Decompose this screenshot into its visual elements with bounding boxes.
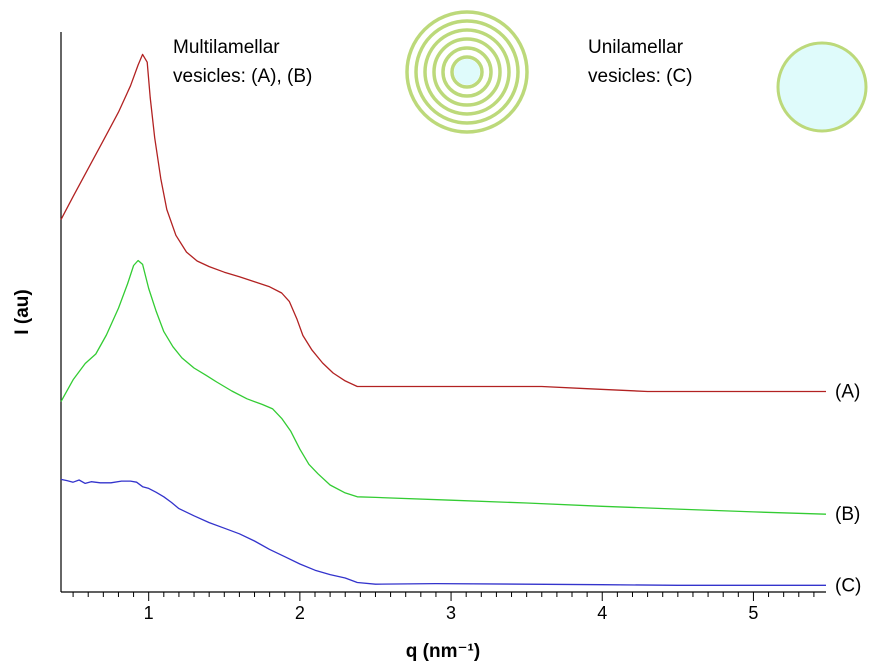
- series-line-b: [60, 259, 827, 515]
- y-axis-label: I (au): [12, 289, 33, 334]
- multilamellar-annotation: Multilamellar vesicles: (A), (B): [173, 37, 312, 87]
- series-lines: [60, 53, 827, 586]
- vesicle-ring: [441, 46, 493, 98]
- x-tick-label: 5: [748, 603, 758, 623]
- vesicle-ring: [414, 19, 520, 125]
- unilamellar-annotation: Unilamellar vesicles: (C): [588, 37, 693, 87]
- x-axis-label: q (nm⁻¹): [406, 641, 480, 662]
- x-tick-label: 4: [597, 603, 607, 623]
- x-tick-label: 3: [446, 603, 456, 623]
- series-label-c: (C): [835, 575, 861, 596]
- x-tick-label: 2: [295, 603, 305, 623]
- vesicle-ring: [432, 37, 502, 107]
- vesicle-core: [454, 59, 480, 85]
- series-label-a: (A): [835, 382, 860, 403]
- series-line-c: [60, 478, 826, 586]
- vesicle-ring: [450, 55, 484, 89]
- vesicle-ring: [405, 10, 529, 134]
- x-axis-ticks: [72, 592, 815, 601]
- multilamellar-line-1: Multilamellar: [173, 37, 280, 58]
- series-label-b: (B): [835, 504, 860, 525]
- chart-axes: [60, 32, 826, 593]
- x-tick-label: 1: [144, 603, 154, 623]
- series-labels: (A) (B) (C): [835, 382, 861, 597]
- multilamellar-vesicle-icon: [405, 10, 529, 134]
- unilamellar-vesicle-icon: [776, 41, 868, 133]
- x-axis-tick-labels: 1 2 3 4 5: [144, 603, 759, 623]
- multilamellar-line-2: vesicles: (A), (B): [173, 66, 312, 87]
- series-line-a: [60, 53, 826, 393]
- vesicle-ring: [423, 28, 511, 116]
- unilamellar-line-2: vesicles: (C): [588, 66, 693, 87]
- unilamellar-line-1: Unilamellar: [588, 37, 684, 58]
